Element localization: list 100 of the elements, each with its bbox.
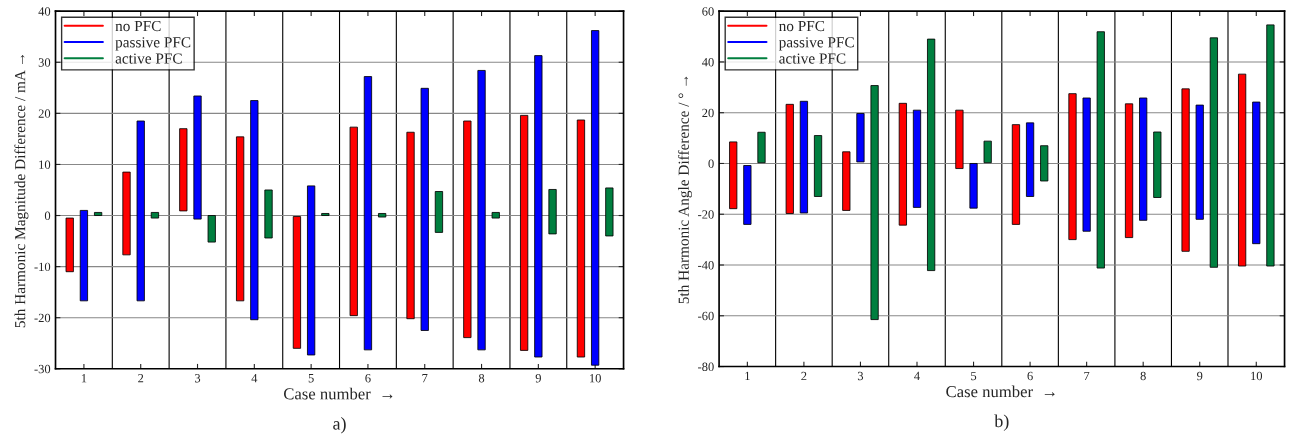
y-tick-label: 20: [702, 108, 714, 118]
bar: [1252, 101, 1261, 245]
bar: [1153, 131, 1162, 198]
bar: [94, 212, 103, 216]
bar: [1082, 97, 1091, 232]
bar: [1209, 37, 1218, 268]
x-tick-label: 3: [195, 374, 201, 383]
bar: [1139, 97, 1148, 221]
bar: [79, 209, 89, 302]
y-tick-label: -10: [34, 262, 51, 272]
x-tick-label: 4: [914, 371, 920, 381]
x-tick-label: 2: [138, 374, 144, 383]
bar: [955, 109, 964, 169]
x-tick-label: 8: [478, 374, 485, 383]
y-tick-label: 0: [708, 159, 714, 168]
bar: [434, 191, 444, 233]
bar: [236, 136, 245, 302]
bar: [785, 103, 794, 214]
y-tick-label: -80: [698, 362, 714, 371]
bar: [406, 131, 415, 320]
bar: [1040, 145, 1049, 182]
bar: [136, 120, 145, 302]
y-axis-title: 5th Harmonic Angle Difference / ° →: [677, 76, 693, 304]
legend-label: passive PFC: [778, 37, 854, 51]
bar: [927, 38, 936, 272]
bar: [1238, 73, 1247, 267]
bar: [548, 189, 557, 235]
bar: [491, 212, 500, 219]
x-tick-label: 5: [971, 371, 977, 381]
bar: [1068, 93, 1077, 241]
legend-label: no PFC: [779, 20, 825, 32]
bar: [193, 95, 202, 220]
bar: [1025, 122, 1035, 197]
legend-label: active PFC: [115, 53, 182, 64]
bar: [378, 213, 387, 218]
bar: [591, 30, 600, 366]
legend-label: active PFC: [779, 53, 846, 64]
bar: [870, 85, 879, 320]
bar: [420, 87, 429, 331]
bar: [856, 113, 865, 163]
bar: [898, 102, 907, 226]
x-tick-label: 4: [251, 374, 258, 383]
bar: [1181, 88, 1190, 252]
bar: [122, 171, 131, 256]
x-tick-label: 9: [1197, 371, 1203, 381]
bar: [912, 109, 922, 208]
bar: [349, 126, 358, 317]
y-axis-title: 5th Harmonic Magnitude Difference / mA →: [14, 54, 29, 328]
x-tick-label: 1: [745, 371, 750, 381]
x-tick-label: 2: [801, 371, 807, 381]
legend-label: passive PFC: [115, 37, 191, 51]
x-tick-label: 9: [535, 374, 541, 383]
bar: [150, 212, 160, 219]
bar: [477, 70, 486, 351]
x-tick-label: 5: [308, 374, 314, 383]
bar: [534, 55, 543, 358]
bar: [463, 120, 472, 339]
x-axis-title: Case number →: [283, 387, 393, 400]
bar: [1195, 104, 1204, 220]
bar: [1266, 24, 1275, 267]
bar: [207, 215, 216, 243]
bar: [605, 187, 614, 237]
x-tick-label: 10: [1251, 371, 1263, 381]
bar: [799, 100, 808, 214]
x-tick-label: 8: [1140, 371, 1146, 381]
bar: [1096, 31, 1105, 269]
bar: [321, 213, 330, 216]
text: a): [333, 417, 346, 434]
bar: [520, 114, 529, 351]
bar: [307, 185, 316, 356]
y-tick-label: 40: [701, 57, 714, 67]
bar: [264, 189, 273, 239]
bar: [743, 165, 752, 225]
x-tick-label: 6: [365, 374, 371, 383]
bar: [65, 217, 74, 273]
y-tick-label: 60: [702, 7, 714, 16]
x-tick-label: 1: [81, 374, 87, 383]
x-tick-label: 3: [857, 371, 864, 381]
y-tick-label: -60: [698, 311, 714, 321]
y-tick-label: -20: [34, 313, 51, 323]
x-tick-label: 6: [1027, 371, 1033, 381]
bar: [969, 163, 978, 209]
bar: [179, 128, 188, 212]
y-tick-label: 30: [38, 58, 51, 67]
bar: [757, 131, 766, 164]
y-tick-label: -40: [698, 261, 714, 270]
text: b): [994, 414, 1009, 431]
bar: [250, 100, 259, 321]
bar: [1124, 103, 1134, 239]
y-tick-label: -20: [698, 210, 714, 219]
bar: [1011, 124, 1021, 225]
bar: [576, 119, 586, 358]
bar: [813, 135, 823, 197]
bar: [983, 140, 992, 164]
bar: [363, 76, 373, 351]
x-tick-label: 7: [422, 374, 428, 383]
x-tick-label: 10: [590, 374, 601, 383]
bar: [842, 151, 851, 211]
y-tick-label: 20: [38, 109, 51, 118]
y-tick-label: -30: [34, 364, 51, 374]
